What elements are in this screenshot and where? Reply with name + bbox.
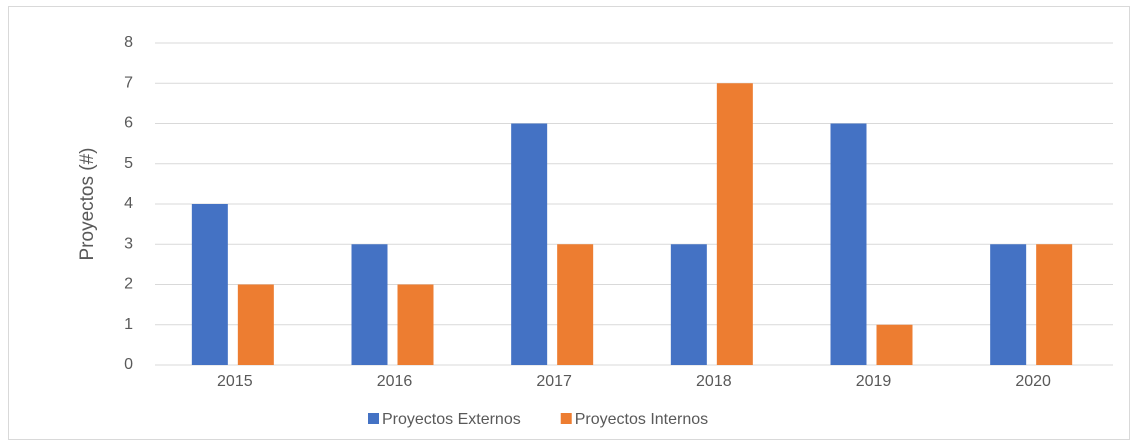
- y-tick-label: 7: [124, 74, 133, 91]
- legend-swatch: [368, 413, 379, 424]
- bar: [237, 284, 274, 365]
- bar: [670, 244, 707, 365]
- y-tick-label: 4: [124, 195, 133, 212]
- x-tick-label: 2015: [217, 373, 253, 390]
- bar: [830, 123, 867, 365]
- y-tick-label: 6: [124, 115, 133, 132]
- y-tick-label: 2: [124, 276, 133, 293]
- x-tick-label: 2016: [377, 373, 413, 390]
- y-axis-label: Proyectos (#): [77, 148, 98, 261]
- bar: [876, 324, 913, 365]
- legend-swatch: [560, 413, 572, 424]
- bar: [191, 204, 228, 365]
- legend-label: Proyectos Externos: [382, 411, 521, 428]
- bar: [397, 284, 434, 365]
- bar: [1036, 244, 1073, 365]
- bar: [716, 83, 753, 365]
- y-tick-label: 1: [124, 316, 133, 333]
- bar: [557, 244, 594, 365]
- x-tick-label: 2019: [856, 373, 892, 390]
- y-tick-label: 0: [124, 356, 133, 373]
- y-tick-label: 8: [124, 34, 133, 51]
- x-tick-label: 2020: [1015, 373, 1051, 390]
- x-tick-label: 2018: [696, 373, 732, 390]
- bar: [511, 123, 548, 365]
- y-tick-label: 5: [124, 155, 133, 172]
- legend-label: Proyectos Internos: [575, 411, 708, 428]
- x-tick-label: 2017: [536, 373, 572, 390]
- bar: [990, 244, 1027, 365]
- bar: [351, 244, 388, 365]
- y-tick-label: 3: [124, 235, 133, 252]
